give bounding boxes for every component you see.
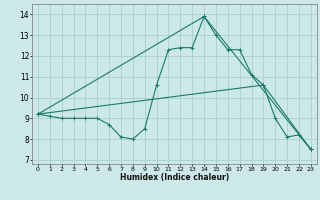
X-axis label: Humidex (Indice chaleur): Humidex (Indice chaleur) [120,173,229,182]
